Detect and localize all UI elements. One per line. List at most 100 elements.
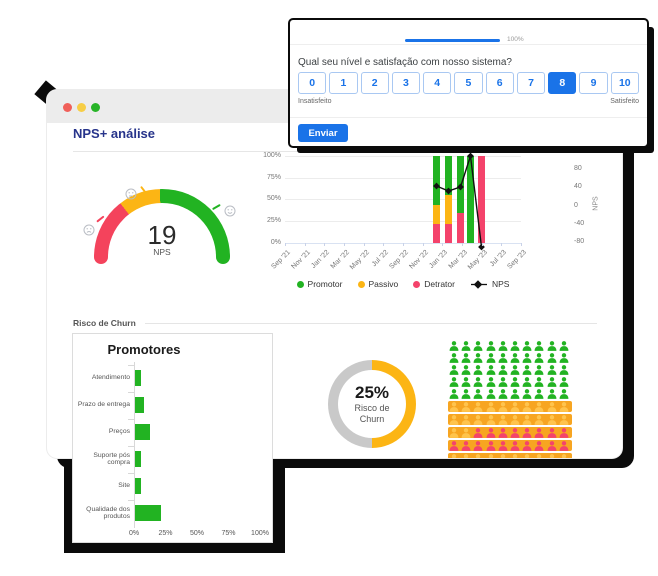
person-icon	[534, 414, 544, 425]
happy-face-icon	[224, 204, 236, 217]
right-axis-title: NPS	[592, 196, 600, 211]
person-icon	[547, 341, 557, 351]
promoters-x-tick: 75%	[221, 530, 236, 537]
promoter-bar	[135, 424, 151, 440]
gauge-label: NPS	[153, 247, 171, 257]
passivo-dot-icon	[357, 280, 365, 288]
stacked-bar-Feb '23	[445, 156, 452, 243]
person-icon	[449, 377, 459, 387]
category-label: Prazo de entrega	[77, 401, 130, 409]
person-icon	[449, 427, 459, 438]
person-icon	[559, 440, 569, 451]
person-icon	[547, 389, 557, 399]
person-icon	[510, 377, 520, 387]
right-tick: -40	[574, 219, 585, 227]
person-icon	[510, 341, 520, 351]
person-icon	[498, 377, 508, 387]
axis-stub	[128, 499, 134, 501]
scale-button-0[interactable]: 0	[298, 72, 327, 94]
person-icon	[559, 341, 569, 351]
x-axis-tick	[363, 243, 365, 246]
person-icon	[486, 453, 496, 458]
person-icon	[547, 414, 557, 425]
category-label: Suporte pós compra	[93, 451, 130, 466]
progress-bar	[405, 39, 500, 42]
promoter-bar	[135, 370, 142, 386]
person-icon	[461, 389, 471, 399]
nps-point-marker	[467, 152, 474, 160]
person-icon	[461, 440, 471, 451]
axis-stub	[128, 391, 134, 393]
person-icon	[486, 427, 496, 438]
scale-button-8[interactable]: 8	[548, 72, 577, 94]
scale-button-9[interactable]: 9	[579, 72, 608, 94]
scale-button-6[interactable]: 6	[485, 72, 514, 94]
person-icon	[473, 401, 483, 412]
person-icon	[498, 427, 508, 438]
donut-caption-line2: Churn	[359, 414, 385, 424]
scale-button-10[interactable]: 10	[610, 72, 639, 94]
stacked-bar-May '23	[478, 156, 485, 243]
survey-divider-top	[290, 44, 647, 45]
page-title: NPS+ análise	[73, 126, 156, 141]
detrator-segment	[433, 223, 440, 243]
left-tick: 0%	[270, 238, 281, 246]
x-axis-tick	[442, 243, 444, 246]
person-icon	[449, 414, 459, 425]
promoters-x-tick: 50%	[189, 530, 204, 537]
person-icon	[461, 427, 471, 438]
rating-scale: 0 1 2 3 4 5 6 7 8 9 10	[298, 72, 639, 94]
detrator-dot-icon	[413, 280, 421, 288]
scale-button-4[interactable]: 4	[423, 72, 452, 94]
person-icon	[547, 377, 557, 387]
promoters-x-tick: 0%	[128, 530, 140, 537]
scale-button-2[interactable]: 2	[360, 72, 389, 94]
person-icon	[449, 353, 459, 363]
x-axis-tick	[521, 243, 523, 246]
person-icon	[534, 401, 544, 412]
person-icon	[486, 365, 496, 375]
person-icon	[547, 353, 557, 363]
person-icon	[449, 440, 459, 451]
scale-button-1[interactable]: 1	[329, 72, 358, 94]
right-tick: 80	[574, 165, 582, 172]
person-icon	[522, 389, 532, 399]
gauge-value: 19	[147, 220, 177, 250]
person-icon	[547, 440, 557, 451]
person-icon	[473, 353, 483, 363]
submit-button[interactable]: Enviar	[298, 124, 348, 142]
scale-button-3[interactable]: 3	[391, 72, 421, 94]
left-tick: 75%	[266, 173, 281, 181]
person-icon	[522, 401, 532, 412]
category-label: Atendimento	[91, 374, 130, 382]
axis-stub	[128, 445, 134, 447]
scale-button-7[interactable]: 7	[516, 72, 546, 94]
gauge-cap-right	[216, 250, 230, 264]
churn-band	[448, 440, 572, 451]
nps-trend-chart	[285, 152, 523, 251]
legend-item-detrator: Detrator	[413, 279, 455, 289]
close-window-icon[interactable]	[63, 103, 72, 112]
minimize-window-icon[interactable]	[77, 103, 86, 112]
person-icon	[486, 353, 496, 363]
maximize-window-icon[interactable]	[91, 103, 100, 112]
scale-button-5[interactable]: 5	[454, 72, 483, 94]
person-icon	[559, 377, 569, 387]
person-icon	[461, 377, 471, 387]
person-icon	[449, 401, 459, 412]
axis-stub	[128, 418, 134, 420]
person-icon	[547, 401, 557, 412]
person-icon	[473, 414, 483, 425]
person-icon	[486, 377, 496, 387]
right-tick: -80	[574, 238, 585, 245]
promoter-bar	[135, 505, 162, 521]
survey-question: Qual seu nível e satisfação com nosso si…	[298, 57, 512, 68]
promoters-y-axis	[134, 362, 135, 528]
x-axis-tick	[462, 243, 464, 246]
person-icon	[559, 453, 569, 458]
person-icon	[510, 414, 520, 425]
person-icon	[486, 341, 496, 351]
person-icon	[461, 341, 471, 351]
person-icon	[534, 377, 544, 387]
